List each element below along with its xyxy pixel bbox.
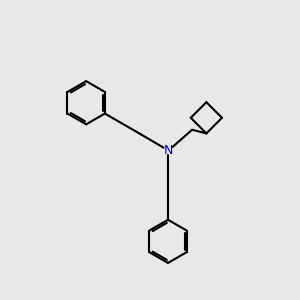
Text: N: N bbox=[163, 143, 173, 157]
